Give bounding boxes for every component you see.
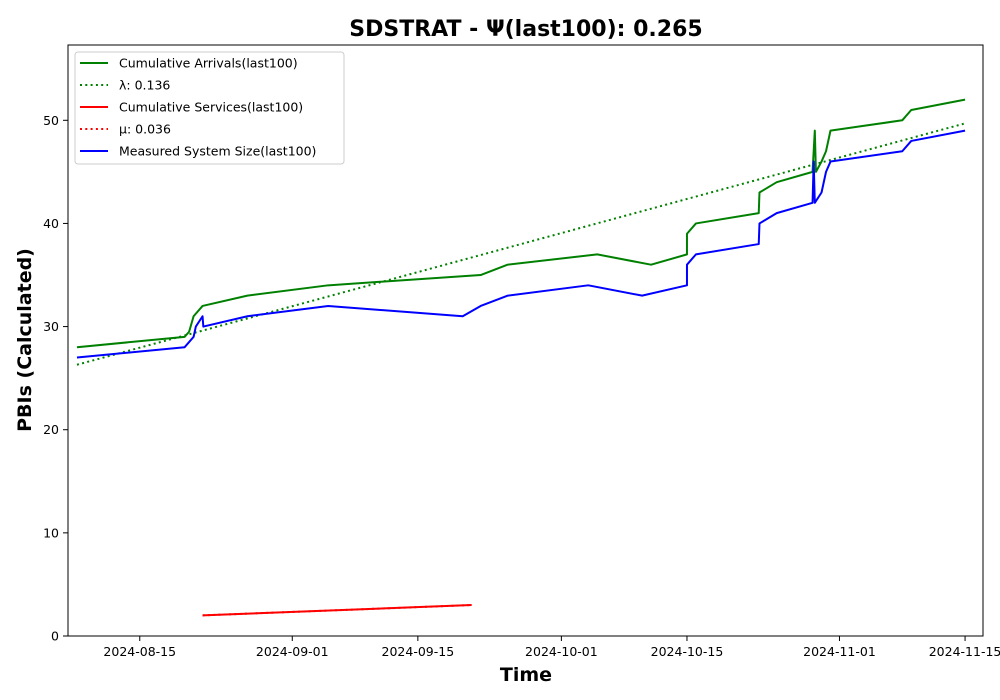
x-tick-label-4: 2024-10-15 bbox=[651, 644, 724, 659]
x-tick-label-1: 2024-09-01 bbox=[256, 644, 329, 659]
y-tick-label-0: 0 bbox=[51, 629, 59, 644]
y-tick-label-1: 10 bbox=[43, 525, 59, 540]
chart-title: SDSTRAT - Ψ(last100): 0.265 bbox=[349, 17, 702, 42]
y-tick-label-4: 40 bbox=[43, 216, 59, 231]
y-tick-label-3: 30 bbox=[43, 319, 59, 334]
x-tick-label-3: 2024-10-01 bbox=[525, 644, 598, 659]
legend-frame bbox=[74, 51, 345, 165]
x-tick-label-0: 2024-08-15 bbox=[103, 644, 176, 659]
x-tick-label-2: 2024-09-15 bbox=[382, 644, 455, 659]
legend-label-1: λ: 0.136 bbox=[119, 78, 170, 93]
plot-area bbox=[67, 44, 984, 637]
y-axis-label: PBIs (Calculated) bbox=[14, 248, 36, 432]
series-line-4 bbox=[76, 129, 966, 359]
y-tick-label-2: 20 bbox=[43, 422, 59, 437]
legend-label-4: Measured System Size(last100) bbox=[119, 144, 316, 159]
x-tick-label-5: 2024-11-01 bbox=[803, 644, 876, 659]
legend-label-2: Cumulative Services(last100) bbox=[119, 100, 303, 115]
x-tick-label-6: 2024-11-15 bbox=[929, 644, 1000, 659]
y-axis: 0 10 20 30 40 50 bbox=[43, 113, 68, 644]
legend-label-0: Cumulative Arrivals(last100) bbox=[119, 56, 298, 71]
legend: Cumulative Arrivals(last100) λ: 0.136 Cumu… bbox=[74, 51, 345, 165]
series-line-3 bbox=[202, 604, 472, 617]
series-line-0 bbox=[76, 98, 966, 349]
y-tick-label-5: 50 bbox=[43, 113, 59, 128]
x-axis-label: Time bbox=[500, 664, 552, 686]
x-axis: 2024-08-15 2024-09-01 2024-09-15 2024-10-01… bbox=[103, 636, 1000, 659]
series-layer bbox=[76, 98, 966, 617]
legend-label-3: μ: 0.036 bbox=[119, 122, 171, 137]
